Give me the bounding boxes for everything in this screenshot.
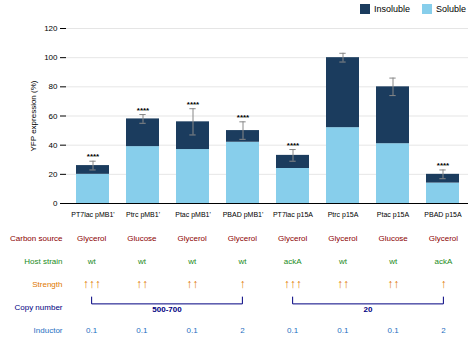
- svg-text:wt: wt: [237, 257, 247, 266]
- svg-text:0.1: 0.1: [136, 326, 148, 335]
- svg-text:PBAD pMB1': PBAD pMB1': [223, 211, 264, 219]
- svg-text:****: ****: [237, 113, 250, 122]
- svg-text:0.1: 0.1: [388, 326, 400, 335]
- svg-text:0.1: 0.1: [86, 326, 98, 335]
- svg-text:↑↑↑: ↑↑↑: [83, 277, 101, 291]
- svg-text:Carbon source: Carbon source: [10, 234, 63, 243]
- svg-text:2: 2: [441, 326, 446, 335]
- svg-text:wt: wt: [187, 257, 197, 266]
- svg-text:wt: wt: [338, 257, 348, 266]
- svg-text:↑↑: ↑↑: [337, 277, 349, 291]
- svg-text:ackA: ackA: [434, 257, 452, 266]
- svg-text:0.1: 0.1: [337, 326, 349, 335]
- svg-text:Ptac p15A: Ptac p15A: [377, 211, 410, 219]
- svg-text:****: ****: [287, 141, 300, 150]
- svg-text:Ptac pMB1': Ptac pMB1': [175, 211, 211, 219]
- svg-text:PT7lac p15A: PT7lac p15A: [273, 211, 313, 219]
- html-text:Soluble: Soluble: [436, 4, 466, 14]
- svg-text:↑: ↑: [440, 277, 446, 291]
- svg-text:↑↑: ↑↑: [387, 277, 399, 291]
- svg-text:0.1: 0.1: [287, 326, 299, 335]
- svg-text:Inductor: Inductor: [34, 326, 63, 335]
- svg-text:Glycerol: Glycerol: [278, 234, 308, 243]
- svg-text:PBAD p15A: PBAD p15A: [424, 211, 462, 219]
- svg-text:****: ****: [437, 161, 450, 170]
- svg-text:↑↑: ↑↑: [136, 277, 148, 291]
- svg-text:40: 40: [49, 141, 58, 150]
- svg-text:PT7lac pMB1': PT7lac pMB1': [71, 211, 114, 219]
- svg-text:****: ****: [187, 100, 200, 109]
- svg-text:Strength: Strength: [32, 280, 62, 289]
- svg-text:Ptrc pMB1': Ptrc pMB1': [126, 211, 160, 219]
- svg-text:Copy number: Copy number: [14, 303, 62, 312]
- svg-text:Ptrc p15A: Ptrc p15A: [328, 211, 359, 219]
- svg-text:****: ****: [137, 106, 150, 115]
- svg-text:60: 60: [49, 112, 58, 121]
- svg-text:500-700: 500-700: [152, 305, 182, 314]
- svg-text:0.1: 0.1: [187, 326, 199, 335]
- svg-text:20: 20: [364, 305, 373, 314]
- svg-text:Glycerol: Glycerol: [177, 234, 207, 243]
- svg-text:Glycerol: Glycerol: [77, 234, 107, 243]
- svg-text:0: 0: [53, 199, 58, 208]
- svg-text:100: 100: [44, 53, 58, 62]
- svg-text:Glycerol: Glycerol: [228, 234, 258, 243]
- svg-text:Glucose: Glucose: [378, 234, 408, 243]
- svg-text:↑↑: ↑↑: [186, 277, 198, 291]
- svg-text:YFP expression (%): YFP expression (%): [29, 80, 38, 151]
- svg-text:↑↑↑: ↑↑↑: [284, 277, 302, 291]
- svg-text:80: 80: [49, 82, 58, 91]
- svg-text:Glucose: Glucose: [127, 234, 157, 243]
- svg-text:2: 2: [240, 326, 245, 335]
- svg-text:120: 120: [44, 24, 58, 33]
- svg-text:Host strain: Host strain: [24, 257, 62, 266]
- svg-text:20: 20: [49, 170, 58, 179]
- html-text:Insoluble: Insoluble: [373, 4, 410, 14]
- svg-text:wt: wt: [87, 257, 97, 266]
- svg-text:Glycerol: Glycerol: [328, 234, 358, 243]
- svg-text:↑: ↑: [239, 277, 245, 291]
- svg-text:ackA: ackA: [284, 257, 302, 266]
- svg-text:wt: wt: [137, 257, 147, 266]
- svg-text:****: ****: [87, 152, 100, 161]
- svg-text:Glycerol: Glycerol: [429, 234, 459, 243]
- svg-text:wt: wt: [388, 257, 398, 266]
